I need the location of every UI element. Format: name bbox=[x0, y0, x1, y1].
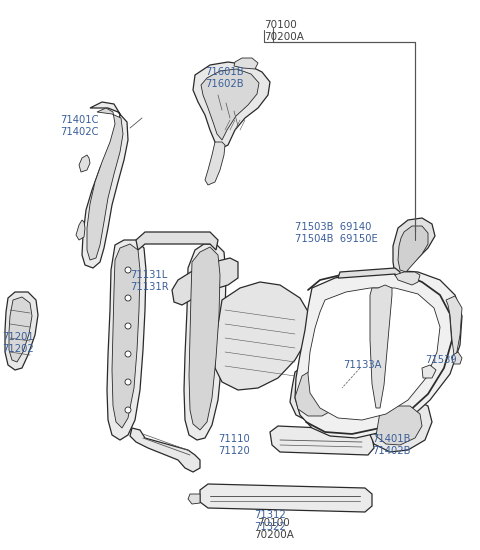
Polygon shape bbox=[234, 58, 258, 69]
Polygon shape bbox=[107, 240, 146, 440]
Polygon shape bbox=[5, 292, 38, 370]
Polygon shape bbox=[9, 297, 32, 362]
Polygon shape bbox=[193, 62, 270, 148]
Polygon shape bbox=[398, 226, 428, 272]
Polygon shape bbox=[188, 494, 200, 504]
Polygon shape bbox=[422, 365, 436, 378]
Polygon shape bbox=[87, 108, 123, 260]
Polygon shape bbox=[395, 272, 420, 285]
Polygon shape bbox=[376, 406, 422, 445]
Text: 71401C
71402C: 71401C 71402C bbox=[60, 115, 98, 136]
Polygon shape bbox=[130, 428, 200, 472]
Circle shape bbox=[125, 323, 131, 329]
Polygon shape bbox=[270, 426, 374, 455]
Polygon shape bbox=[215, 282, 310, 390]
Polygon shape bbox=[290, 358, 360, 422]
Polygon shape bbox=[308, 288, 440, 420]
Polygon shape bbox=[82, 102, 128, 268]
Text: 70100
70200A: 70100 70200A bbox=[264, 20, 304, 42]
Text: 71539: 71539 bbox=[425, 355, 457, 365]
Polygon shape bbox=[136, 232, 218, 250]
Text: 71201
71202: 71201 71202 bbox=[2, 332, 34, 354]
Text: 71401B
71402B: 71401B 71402B bbox=[372, 434, 410, 455]
Polygon shape bbox=[189, 247, 220, 430]
Text: 71131L
71131R: 71131L 71131R bbox=[130, 270, 168, 292]
Polygon shape bbox=[112, 244, 140, 428]
Polygon shape bbox=[368, 398, 432, 452]
Polygon shape bbox=[201, 69, 259, 140]
Circle shape bbox=[125, 351, 131, 357]
Polygon shape bbox=[200, 484, 372, 512]
Text: 71110
71120: 71110 71120 bbox=[218, 434, 250, 455]
Text: 70100
70200A: 70100 70200A bbox=[253, 518, 294, 540]
Circle shape bbox=[125, 295, 131, 301]
Text: 71312
71322: 71312 71322 bbox=[254, 510, 286, 532]
Polygon shape bbox=[295, 365, 352, 416]
Text: 71601B
71602B: 71601B 71602B bbox=[205, 67, 244, 89]
Polygon shape bbox=[76, 220, 85, 240]
Polygon shape bbox=[393, 218, 435, 278]
Circle shape bbox=[125, 379, 131, 385]
Polygon shape bbox=[295, 270, 462, 438]
Text: 71503B  69140
71504B  69150E: 71503B 69140 71504B 69150E bbox=[295, 222, 378, 244]
Polygon shape bbox=[370, 285, 392, 408]
Text: 71133A: 71133A bbox=[343, 360, 382, 370]
Polygon shape bbox=[79, 155, 90, 172]
Circle shape bbox=[125, 267, 131, 273]
Polygon shape bbox=[172, 258, 238, 305]
Polygon shape bbox=[452, 352, 462, 364]
Circle shape bbox=[125, 407, 131, 413]
Polygon shape bbox=[338, 268, 400, 278]
Polygon shape bbox=[184, 244, 226, 440]
Polygon shape bbox=[446, 296, 462, 362]
Polygon shape bbox=[205, 142, 225, 185]
